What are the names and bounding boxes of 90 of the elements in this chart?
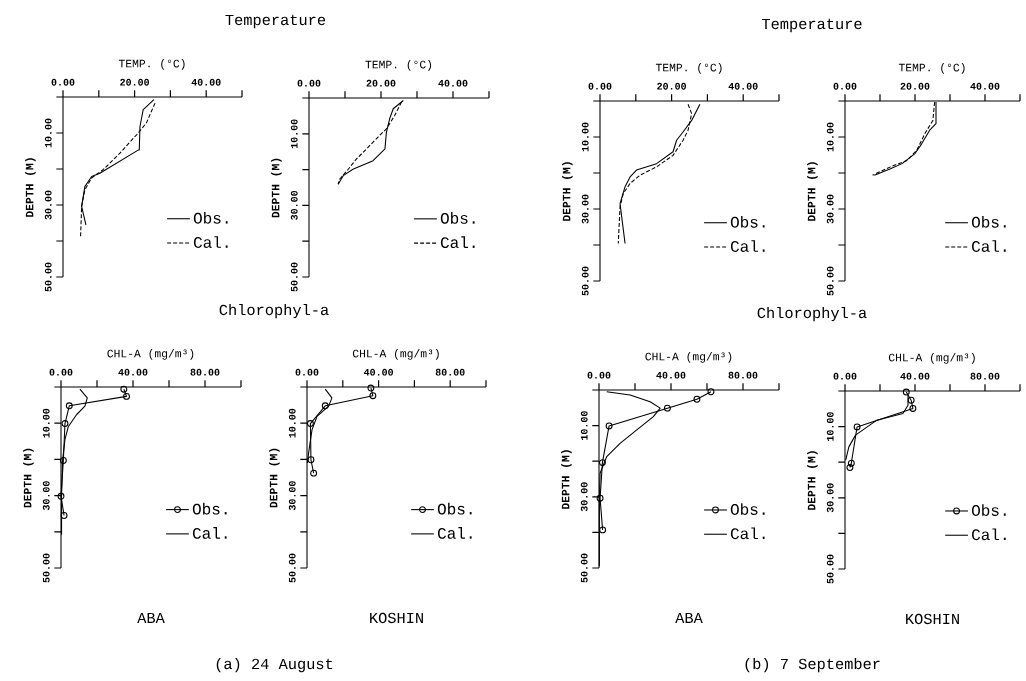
legend-label: Cal. [437, 527, 472, 539]
x-tick-label: 0.00 [833, 82, 857, 90]
y-tick-label: 30.00 [826, 194, 834, 224]
x-axis-title: TEMP. (°C) [898, 63, 965, 74]
y-axis-title: DEPTH (M) [269, 448, 280, 508]
x-tick-label: 0.00 [297, 79, 321, 87]
y-tick-label: 50.00 [290, 262, 298, 292]
y-tick-label: 30.00 [290, 190, 298, 220]
y-tick-label: 10.00 [580, 411, 588, 440]
y-tick-label: 30.00 [44, 190, 52, 220]
x-tick-label: 0.00 [51, 78, 75, 86]
legend-label: Cal. [440, 236, 475, 249]
text: Chlorophyl-a [757, 306, 867, 322]
y-tick-label: 10.00 [581, 122, 589, 152]
legend-label: Cal. [192, 527, 227, 539]
x-tick-label: 40.00 [900, 372, 930, 380]
x-axis-title: TEMP. (°C) [655, 63, 722, 74]
y-axis-title: DEPTH (M) [271, 158, 282, 218]
y-tick-label: 30.00 [826, 483, 834, 513]
y-tick-label: 10.00 [290, 119, 298, 149]
x-tick-label: 0.00 [49, 368, 73, 376]
y-tick-label: 50.00 [826, 554, 834, 584]
text: KOSHIN [370, 612, 423, 624]
legend-label: Cal. [730, 240, 765, 252]
y-tick-label: 10.00 [42, 408, 50, 438]
x-tick-label: 20.00 [120, 78, 150, 86]
legend-label: Cal. [730, 527, 765, 540]
y-axis-title: DEPTH (M) [562, 162, 573, 221]
y-tick-label: 10.00 [44, 118, 52, 148]
y-axis-title: DEPTH (M) [561, 450, 572, 509]
y-axis-title: DEPTH (M) [23, 448, 34, 508]
x-tick-label: 40.00 [191, 78, 221, 86]
x-tick-label: 40.00 [438, 79, 468, 87]
x-tick-label: 20.00 [900, 82, 930, 90]
x-tick-label: 0.00 [295, 368, 319, 376]
text: KOSHIN [906, 613, 959, 625]
y-tick-label: 50.00 [42, 553, 50, 583]
y-tick-label: 50.00 [44, 262, 52, 292]
text: ABA [675, 612, 703, 623]
y-tick-label: 30.00 [580, 482, 588, 512]
y-tick-label: 50.00 [288, 553, 296, 583]
x-axis-title: CHL-A (mg/m³) [352, 349, 439, 360]
x-tick-label: 80.00 [190, 368, 220, 376]
x-axis-title: CHL-A (mg/m³) [888, 353, 975, 364]
y-tick-label: 50.00 [580, 553, 588, 583]
y-tick-label: 30.00 [288, 481, 296, 511]
x-tick-label: 40.00 [728, 82, 758, 90]
y-axis-title: DEPTH (M) [25, 158, 36, 217]
x-tick-label: 80.00 [728, 371, 758, 379]
y-tick-label: 10.00 [826, 122, 834, 152]
legend-label: Cal. [972, 240, 1006, 252]
legend-label: Obs. [971, 215, 1006, 228]
y-tick-label: 50.00 [581, 266, 589, 296]
x-tick-label: 80.00 [970, 372, 1000, 380]
x-tick-label: 80.00 [435, 368, 465, 376]
x-tick-label: 0.00 [587, 371, 611, 379]
x-tick-label: 40.00 [363, 368, 394, 376]
y-tick-label: 30.00 [42, 481, 50, 511]
text: (b) 7 September [745, 657, 880, 673]
x-axis-title: CHL-A (mg/m³) [107, 349, 194, 360]
legend-label: Cal. [193, 236, 228, 248]
x-tick-label: 0.00 [833, 372, 857, 380]
x-tick-label: 40.00 [656, 371, 686, 379]
legend-label: Cal. [972, 528, 1006, 541]
legend-label: Obs. [971, 504, 1006, 516]
legend-label: Obs. [437, 502, 472, 515]
x-tick-label: 40.00 [970, 82, 1000, 90]
y-axis-title: DEPTH (M) [807, 162, 818, 221]
x-tick-label: 40.00 [118, 368, 148, 376]
y-axis-title: DEPTH (M) [807, 451, 818, 510]
legend-label: Obs. [440, 212, 475, 224]
x-tick-label: 0.00 [588, 82, 612, 90]
y-tick-label: 30.00 [581, 194, 589, 224]
x-tick-label: 20.00 [366, 79, 396, 87]
x-axis-title: TEMP. (°C) [118, 59, 185, 70]
text: (a) 24 August [216, 657, 333, 673]
text: Chlorophyl-a [219, 303, 329, 319]
legend-label: Obs. [192, 502, 227, 515]
x-axis-title: TEMP. (°C) [365, 60, 432, 71]
legend-label: Obs. [730, 503, 765, 515]
x-axis-title: CHL-A (mg/m³) [645, 352, 732, 363]
legend-label: Obs. [730, 215, 765, 228]
x-tick-label: 20.00 [657, 82, 687, 90]
text: Temperature [761, 18, 862, 33]
y-tick-label: 10.00 [826, 412, 834, 441]
legend-label: Obs. [193, 211, 228, 224]
text: Temperature [225, 14, 326, 29]
y-tick-label: 10.00 [288, 408, 296, 438]
text: ABA [137, 612, 165, 623]
y-tick-label: 50.00 [826, 266, 834, 296]
